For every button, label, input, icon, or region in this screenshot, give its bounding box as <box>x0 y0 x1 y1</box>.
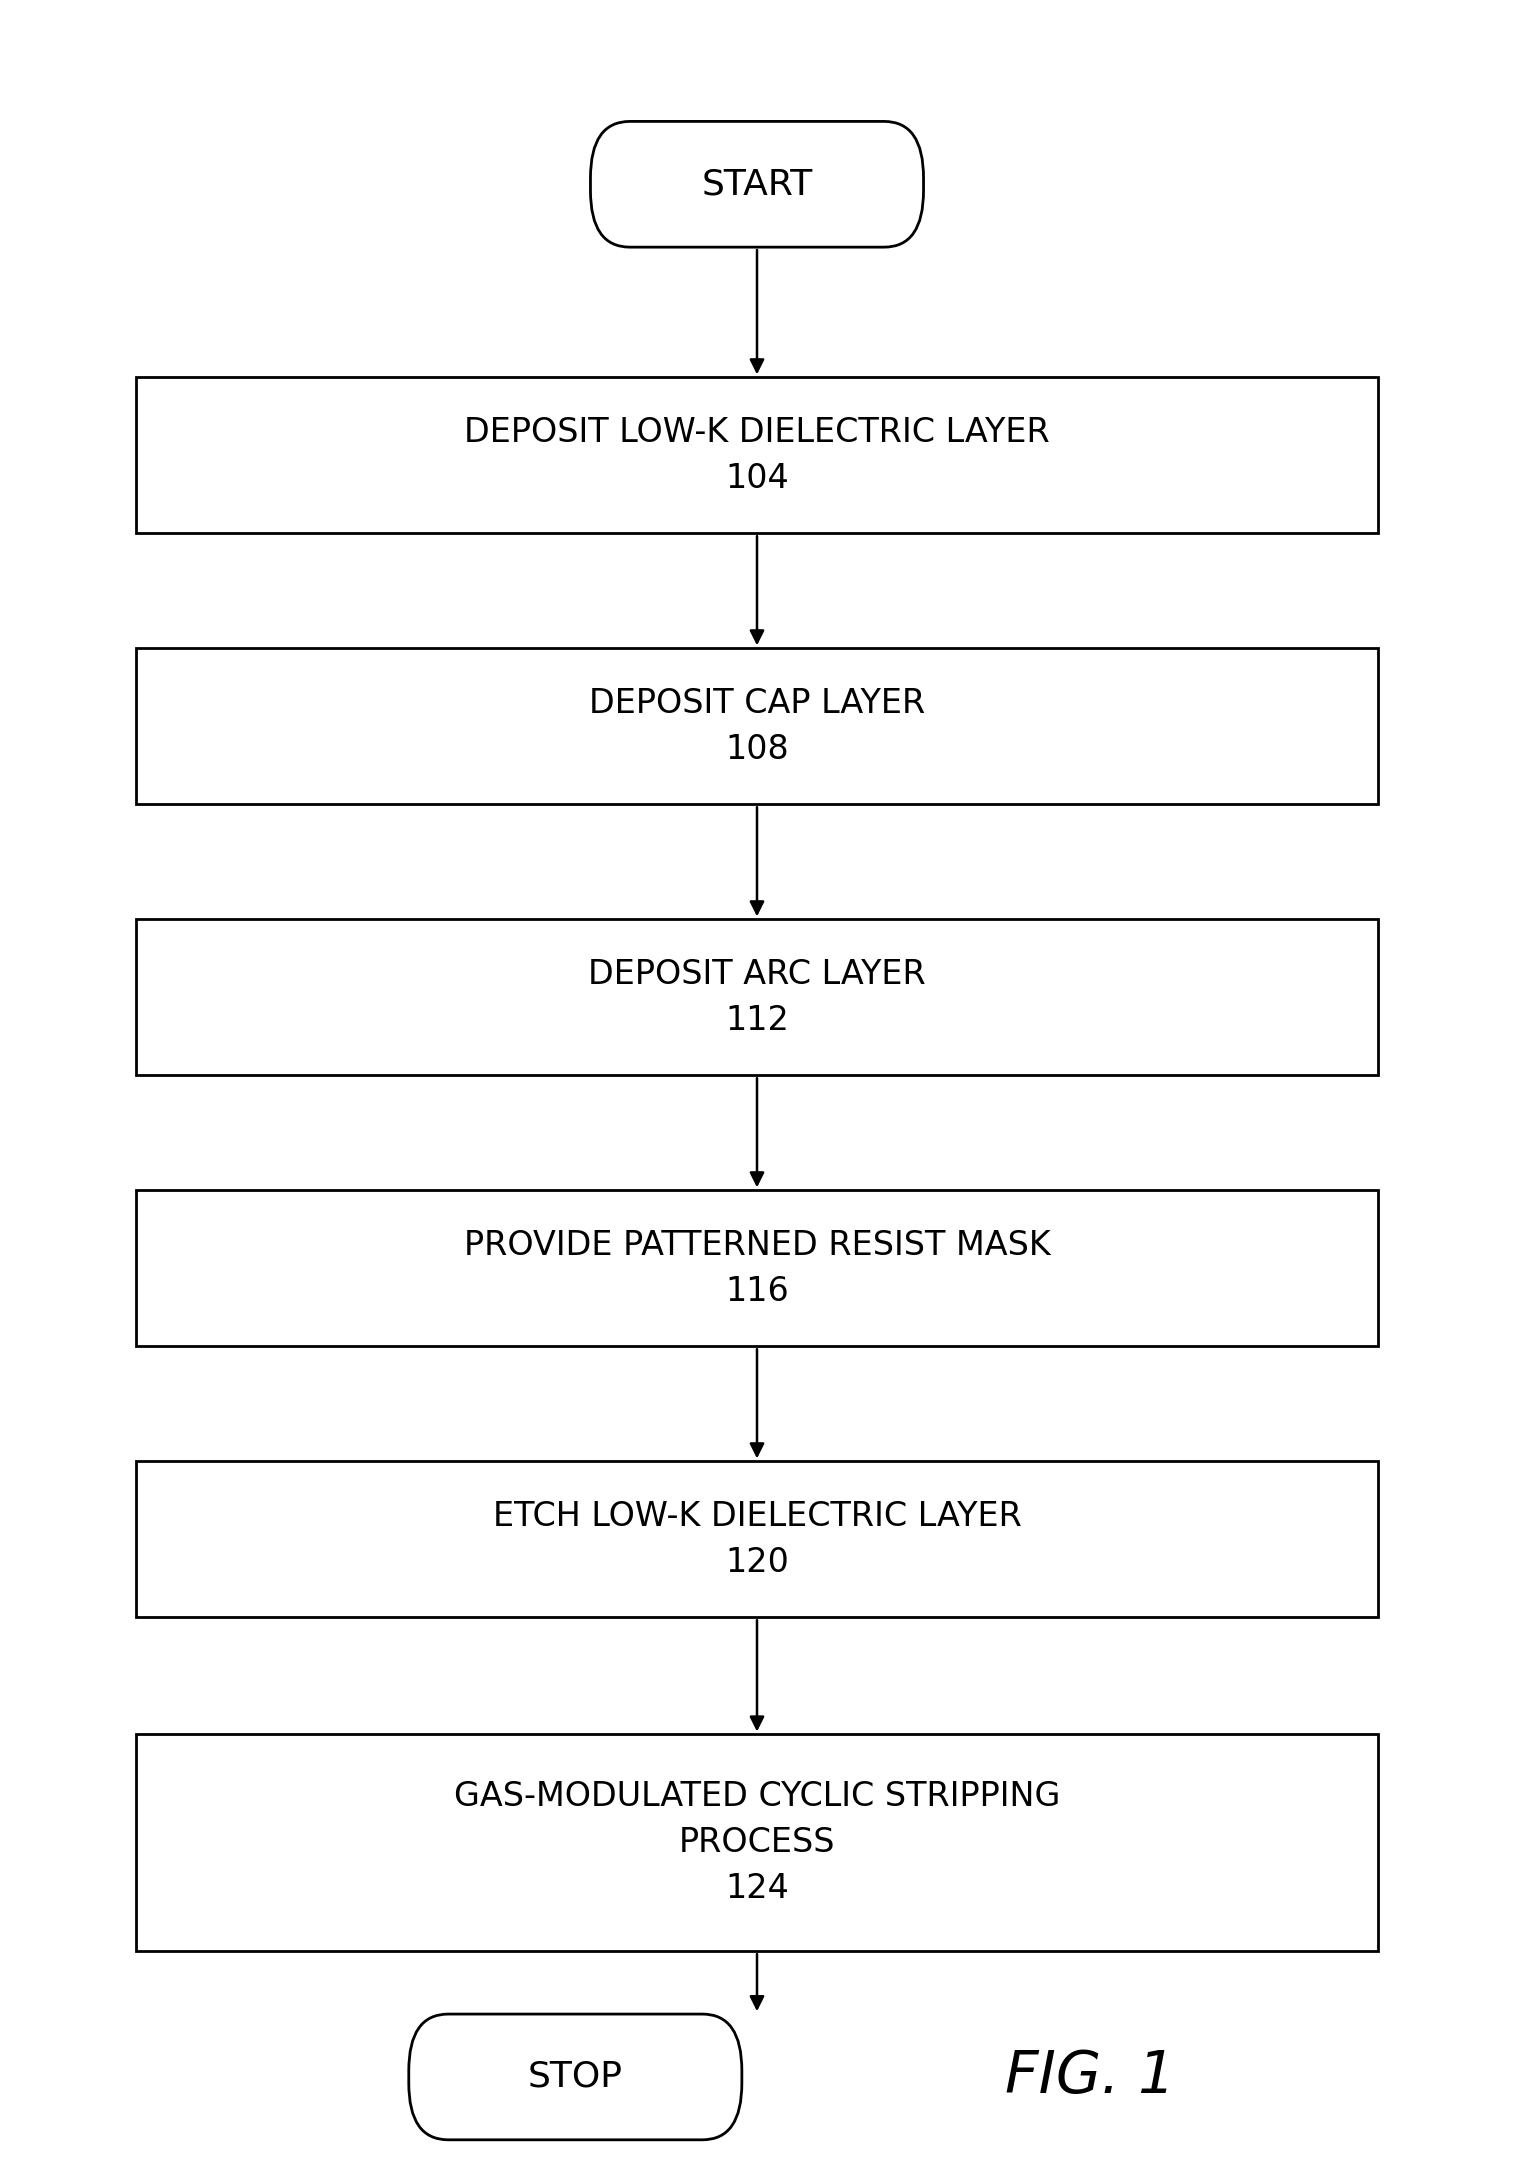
FancyBboxPatch shape <box>590 121 924 247</box>
Text: GAS-MODULATED CYCLIC STRIPPING
PROCESS
124: GAS-MODULATED CYCLIC STRIPPING PROCESS 1… <box>454 1780 1060 1906</box>
Bar <box>136 1190 1378 1346</box>
Text: STOP: STOP <box>528 2060 622 2094</box>
Text: FIG. 1: FIG. 1 <box>1005 2049 1175 2105</box>
Text: DEPOSIT LOW-K DIELECTRIC LAYER
104: DEPOSIT LOW-K DIELECTRIC LAYER 104 <box>465 416 1049 494</box>
Bar <box>136 919 1378 1075</box>
Bar <box>136 1734 1378 1951</box>
Text: PROVIDE PATTERNED RESIST MASK
116: PROVIDE PATTERNED RESIST MASK 116 <box>463 1229 1051 1307</box>
Bar <box>136 1461 1378 1617</box>
Text: DEPOSIT CAP LAYER
108: DEPOSIT CAP LAYER 108 <box>589 687 925 765</box>
FancyBboxPatch shape <box>409 2014 742 2140</box>
Text: DEPOSIT ARC LAYER
112: DEPOSIT ARC LAYER 112 <box>587 958 927 1036</box>
Text: START: START <box>701 167 813 202</box>
Text: ETCH LOW-K DIELECTRIC LAYER
120: ETCH LOW-K DIELECTRIC LAYER 120 <box>492 1500 1022 1578</box>
Bar <box>136 377 1378 533</box>
Bar <box>136 648 1378 804</box>
